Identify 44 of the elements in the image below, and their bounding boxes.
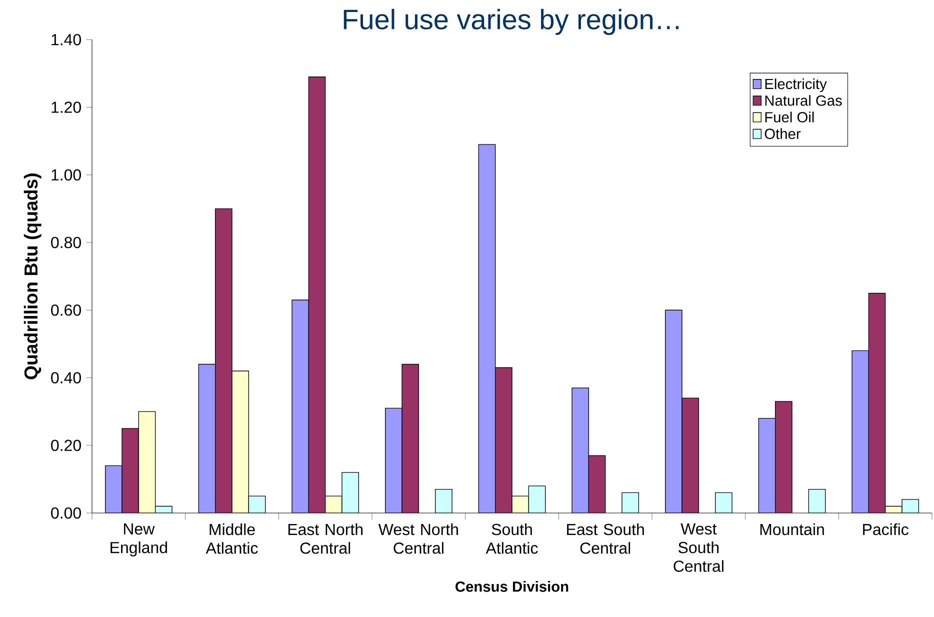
legend-label: Other [764,128,801,140]
legend-label: Electricity [765,78,827,92]
x-tick-label: New England [110,523,167,556]
bar [588,455,606,513]
bar [808,489,826,513]
x-tick-label: West South Central [674,523,724,572]
bar [682,398,700,513]
bar [495,367,512,513]
x-tick-label: Mountain [760,523,824,536]
bar [215,208,232,513]
y-tick-label: 0.40 [51,372,81,384]
x-tick-label: East North Central [288,523,363,554]
bar [138,411,156,513]
bar [342,472,360,513]
bar [622,492,640,513]
y-tick-label: 1.40 [52,34,81,46]
x-tick-label: West North Central [378,523,458,554]
x-axis-title: Census Division [456,581,568,592]
bar [122,428,140,513]
y-tick-label: 0.00 [51,507,81,519]
bar [868,292,886,513]
y-tick-label: 1.00 [52,169,81,181]
bar [402,364,420,513]
x-tick-label: South Atlantic [486,523,538,554]
bar [775,401,792,513]
y-axis-title: Quadrillion Btu (quads) [24,174,42,380]
y-tick-label: 1.20 [52,102,81,113]
bar [232,370,250,513]
bar [528,486,546,513]
y-tick-label: 0.60 [51,304,81,316]
x-tick-label: East South Central [567,523,644,554]
chart-title: Fuel use varies by region… [344,8,679,35]
bar [325,496,342,513]
legend-label: Natural Gas [765,95,842,106]
y-tick-label: 0.80 [51,236,81,248]
x-tick-label: Middle Atlantic [206,523,258,554]
bar [512,496,530,513]
legend-label: Fuel Oil [765,112,814,122]
bar [715,492,732,513]
bar [308,76,326,513]
y-tick-label: 0.20 [51,440,81,452]
x-tick-label: Pacific [863,523,908,536]
bar [248,496,266,513]
bar [435,489,452,513]
